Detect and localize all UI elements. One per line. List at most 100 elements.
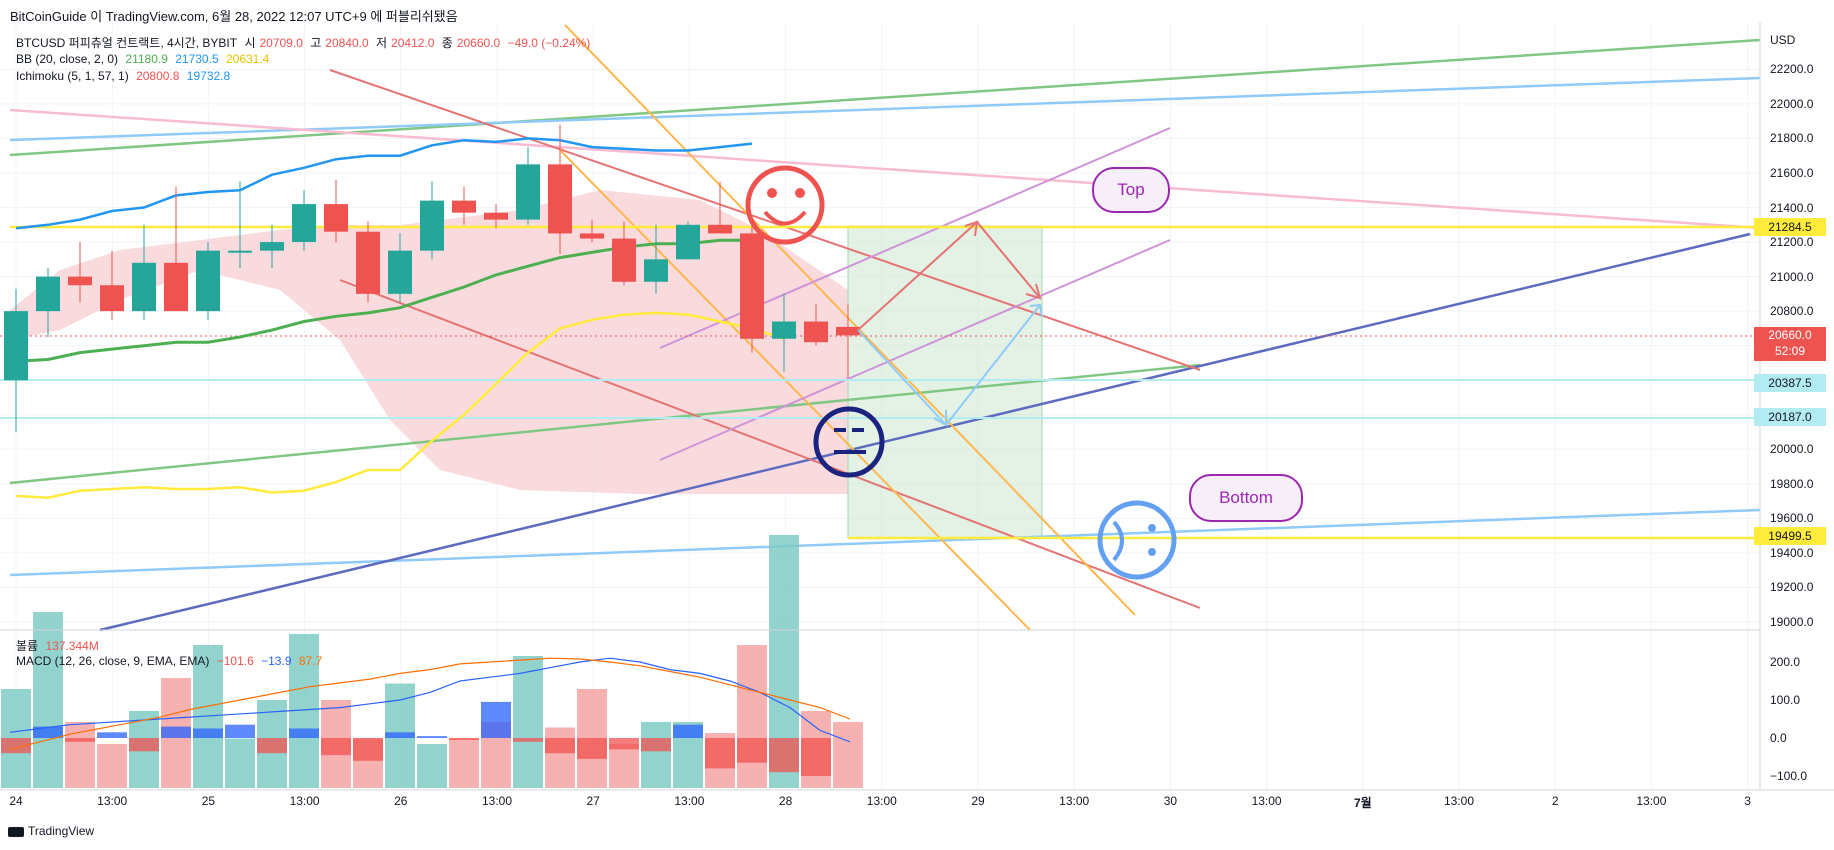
- ohlc-high: 20840.0: [325, 36, 369, 50]
- price-tick: 20800.0: [1770, 304, 1814, 319]
- macd-hist-bar: [417, 736, 447, 738]
- macd-line: [9, 657, 851, 743]
- candle-body: [356, 231, 380, 294]
- publish-header: BitCoinGuide 이 TradingView.com, 6월 28, 2…: [10, 6, 458, 25]
- macd-hist-bar: [545, 738, 575, 754]
- macd-hist-bar: [161, 726, 191, 738]
- volume-label[interactable]: 볼륨: [16, 639, 39, 653]
- macd-tick: 0.0: [1770, 731, 1787, 745]
- price-tick: 19600.0: [1770, 511, 1814, 526]
- legend-bb: BB (20, close, 2, 0) 21180.9 21730.5 206…: [16, 52, 273, 66]
- candle-body: [260, 242, 284, 251]
- volume-bar: [609, 744, 639, 788]
- macd-hist-bar: [449, 738, 479, 740]
- happy-face-mouth: [763, 210, 807, 226]
- trendline: [564, 24, 1136, 616]
- time-tick: 13:00: [1636, 794, 1667, 808]
- ichimoku-value-1: 20800.8: [136, 69, 180, 83]
- author-name[interactable]: BitCoinGuide: [10, 9, 87, 24]
- time-tick: 3: [1744, 794, 1751, 808]
- ichimoku-value-2: 19732.8: [186, 69, 231, 83]
- volume-bar: [833, 722, 863, 788]
- sad-face-mouth: [1112, 520, 1124, 562]
- macd-hist-bar: [257, 738, 287, 754]
- macd-value-1: −101.6: [216, 654, 254, 668]
- volume-bar: [225, 738, 255, 788]
- macd-hist-bar: [1, 738, 31, 754]
- macd-hist-bar: [577, 738, 607, 759]
- candle-body: [164, 262, 188, 312]
- candle-body: [772, 321, 796, 339]
- price-tick: 20000.0: [1770, 442, 1814, 457]
- neutral-face-icon: [813, 406, 885, 478]
- time-tick: 13:00: [97, 794, 128, 808]
- publish-info: 이 TradingView.com, 6월 28, 2022 12:07 UTC…: [90, 9, 458, 24]
- ichimoku-label[interactable]: Ichimoku (5, 1, 57, 1): [16, 69, 129, 83]
- macd-tick: 100.0: [1770, 693, 1801, 707]
- macd-hist-bar: [225, 724, 255, 738]
- candle-body: [612, 238, 636, 282]
- ohlc-close-label: 종: [441, 36, 453, 50]
- price-label-bottom-level: 19499.5: [1754, 527, 1826, 545]
- trendline: [659, 239, 1171, 461]
- candle-body: [100, 285, 124, 312]
- macd-hist-bar: [97, 732, 127, 738]
- candle-body: [68, 276, 92, 286]
- candle-body: [740, 233, 764, 339]
- ohlc-close: 20660.0: [456, 36, 501, 50]
- ohlc-open-label: 시: [244, 36, 256, 50]
- macd-hist-bar: [321, 738, 351, 756]
- sad-face-eye: [1148, 548, 1156, 556]
- legend-ichimoku: Ichimoku (5, 1, 57, 1) 20800.8 19732.8: [16, 69, 234, 83]
- callout-top[interactable]: Top: [1092, 167, 1170, 213]
- macd-label[interactable]: MACD (12, 26, close, 9, EMA, EMA): [16, 654, 210, 668]
- bb-value-2: 21730.5: [175, 52, 219, 66]
- macd-value-3: 87.7: [298, 654, 323, 668]
- time-tick: 2: [1551, 794, 1559, 808]
- volume-bar: [449, 738, 479, 788]
- price-tick: 21000.0: [1770, 269, 1814, 284]
- symbol-label[interactable]: BTCUSD 퍼피츄얼 컨트랙트, 4시간, BYBIT: [16, 36, 238, 50]
- sad-face-eye: [1148, 524, 1156, 532]
- arrow-head: [933, 410, 947, 427]
- last-price-value: 20660.0: [1768, 328, 1812, 342]
- ohlc-high-label: 고: [310, 36, 322, 50]
- callout-bottom[interactable]: Bottom: [1189, 474, 1303, 522]
- candle-body: [388, 250, 412, 294]
- macd-hist-bar: [353, 738, 383, 761]
- candle-body: [644, 259, 668, 282]
- footer-brand-name: TradingView: [28, 824, 95, 838]
- macd-hist-bar: [641, 738, 671, 752]
- candle-body: [292, 204, 316, 243]
- footer-brand[interactable]: TradingView: [8, 824, 94, 838]
- volume-bar: [33, 612, 63, 788]
- ohlc-low: 20412.0: [391, 36, 435, 50]
- macd-hist-bar: [801, 738, 831, 776]
- time-tick: 13:00: [1251, 794, 1282, 808]
- trendline: [559, 149, 1031, 631]
- price-tick: 22200.0: [1770, 62, 1814, 77]
- macd-hist-bar: [513, 738, 543, 742]
- bb-upper-line: [15, 137, 753, 230]
- candle-body: [4, 311, 28, 381]
- arrow-head: [1025, 283, 1042, 300]
- macd-hist-bar: [609, 738, 639, 750]
- macd-value-2: −13.9: [261, 654, 292, 668]
- price-tick: 21600.0: [1770, 165, 1814, 180]
- time-tick: 13:00: [481, 794, 513, 808]
- trendline: [9, 363, 1201, 485]
- ohlc-low-label: 저: [376, 36, 388, 50]
- candle-body: [36, 276, 60, 312]
- bb-label[interactable]: BB (20, close, 2, 0): [16, 52, 119, 66]
- trendline: [9, 508, 1761, 577]
- candle-body: [452, 200, 476, 213]
- candle-body: [836, 326, 860, 336]
- candle-body: [228, 250, 252, 253]
- macd-hist-bar: [769, 738, 799, 773]
- time-tick: 25: [201, 794, 216, 808]
- legend-macd: MACD (12, 26, close, 9, EMA, EMA) −101.6…: [16, 654, 326, 668]
- time-tick: 27: [586, 794, 600, 808]
- price-tick: 19000.0: [1770, 615, 1814, 629]
